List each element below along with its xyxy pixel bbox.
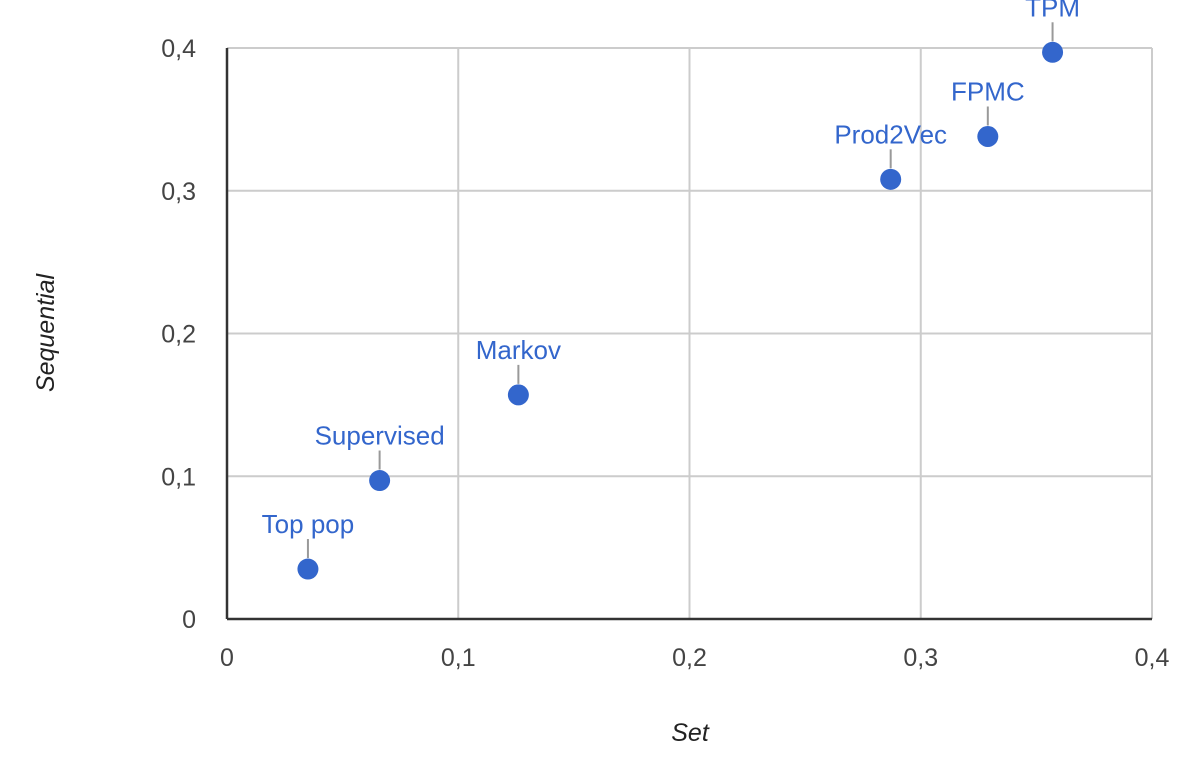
x-tick-label: 0,1 xyxy=(441,644,476,672)
x-axis-title: Set xyxy=(671,719,710,747)
y-axis-title: Sequential xyxy=(32,272,60,392)
point-label: Markov xyxy=(476,335,561,365)
x-tick-labels: 0 0,1 0,2 0,3 0,4 xyxy=(220,644,1169,672)
point-label: Supervised xyxy=(315,421,445,451)
x-tick-label: 0,3 xyxy=(903,644,938,672)
x-tick-label: 0,4 xyxy=(1135,644,1170,672)
label-leader-lines xyxy=(306,22,1054,559)
data-point xyxy=(880,168,902,190)
axes xyxy=(225,48,1152,621)
point-label: FPMC xyxy=(951,77,1025,107)
y-tick-label: 0,2 xyxy=(161,321,196,349)
y-tick-labels: 0 0,1 0,2 0,3 0,4 xyxy=(161,35,196,634)
grid-lines xyxy=(227,47,1153,619)
y-tick-label: 0,4 xyxy=(161,35,196,63)
data-point xyxy=(297,558,319,580)
data-points xyxy=(297,41,1064,580)
data-point xyxy=(369,470,391,492)
y-tick-label: 0,3 xyxy=(161,178,196,206)
point-label: TPM xyxy=(1025,0,1080,22)
x-tick-label: 0,2 xyxy=(672,644,707,672)
y-tick-label: 0,1 xyxy=(161,463,196,491)
data-point xyxy=(977,126,999,148)
x-tick-label: 0 xyxy=(220,644,234,672)
y-tick-label: 0 xyxy=(182,606,196,634)
data-point xyxy=(507,384,529,406)
point-label: Prod2Vec xyxy=(834,119,947,149)
data-point xyxy=(1042,41,1064,63)
point-label: Top pop xyxy=(262,509,355,539)
